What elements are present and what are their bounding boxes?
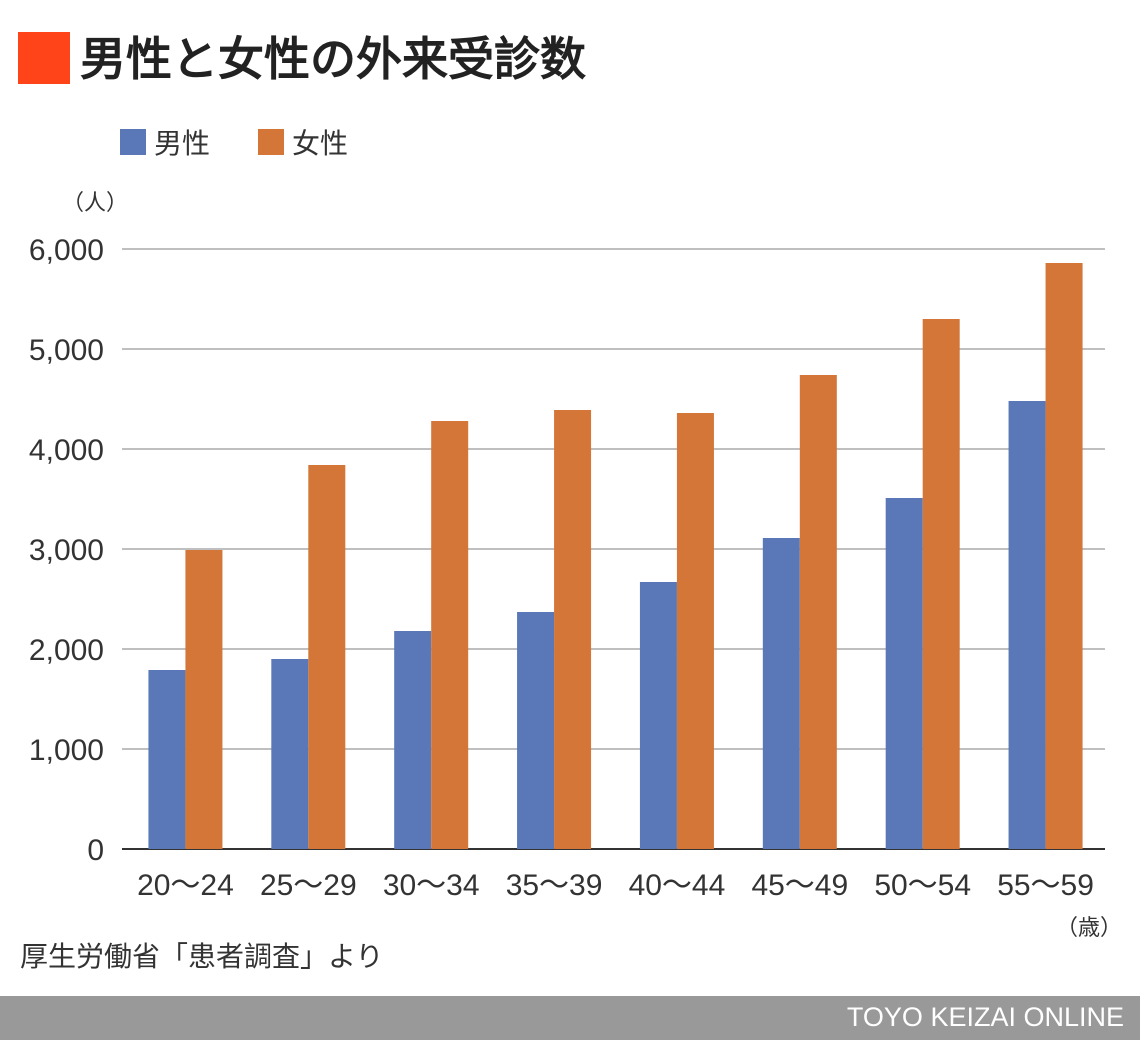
x-axis-unit: （歳） [1056, 916, 1122, 941]
legend-item-female: 女性 [258, 122, 348, 162]
legend-swatch-female [258, 129, 285, 155]
bar-male [148, 670, 186, 849]
bar-female [431, 421, 469, 849]
bar-male [271, 659, 309, 849]
legend-item-male: 男性 [120, 122, 210, 162]
legend-label-female: 女性 [292, 127, 349, 160]
x-tick-label: 25～29 [260, 869, 357, 902]
bar-male [1008, 401, 1046, 849]
y-tick-label: 1,000 [29, 734, 104, 767]
x-tick-label: 20～24 [137, 869, 234, 902]
x-tick-label: 35～39 [506, 869, 603, 902]
y-tick-label: 6,000 [29, 234, 104, 267]
footer-bar: TOYO KEIZAI ONLINE [0, 996, 1140, 1040]
source-note: 厚生労働省「患者調査」より [20, 940, 384, 973]
bar-male [639, 582, 677, 849]
footer-brand: TOYO KEIZAI ONLINE [846, 1002, 1124, 1032]
y-tick-label: 3,000 [29, 534, 104, 567]
x-tick-label: 40～44 [629, 869, 726, 902]
chart-title: 男性と女性の外来受診数 [80, 32, 586, 86]
bar-female [799, 375, 837, 849]
x-tick-label: 30～34 [383, 869, 480, 902]
legend-swatch-male [120, 129, 146, 155]
y-tick-label: 2,000 [29, 634, 104, 667]
y-axis-unit: （人） [62, 191, 128, 216]
bar-female [185, 550, 223, 849]
x-tick-label: 50～54 [874, 869, 971, 902]
bar-male [762, 538, 800, 849]
bar-female [554, 410, 592, 849]
bar-male [394, 631, 432, 849]
y-tick-label: 0 [87, 834, 104, 867]
bar-female [1045, 263, 1083, 849]
legend: 男性 女性 [120, 122, 396, 162]
x-tick-label: 55～59 [997, 869, 1094, 902]
bar-male [517, 612, 555, 849]
title-accent-square [18, 32, 70, 84]
bar-male [885, 498, 923, 849]
bar-chart: 0 1,000 2,000 3,000 4,000 5,000 6,000 （人） 20～24 2… [29, 191, 1122, 941]
y-tick-label: 4,000 [29, 434, 104, 467]
legend-label-male: 男性 [154, 127, 211, 160]
x-tick-label: 45～49 [751, 869, 848, 902]
bar-female [308, 465, 346, 849]
bar-female [676, 413, 714, 849]
bar-female [922, 319, 960, 849]
y-tick-label: 5,000 [29, 334, 104, 367]
